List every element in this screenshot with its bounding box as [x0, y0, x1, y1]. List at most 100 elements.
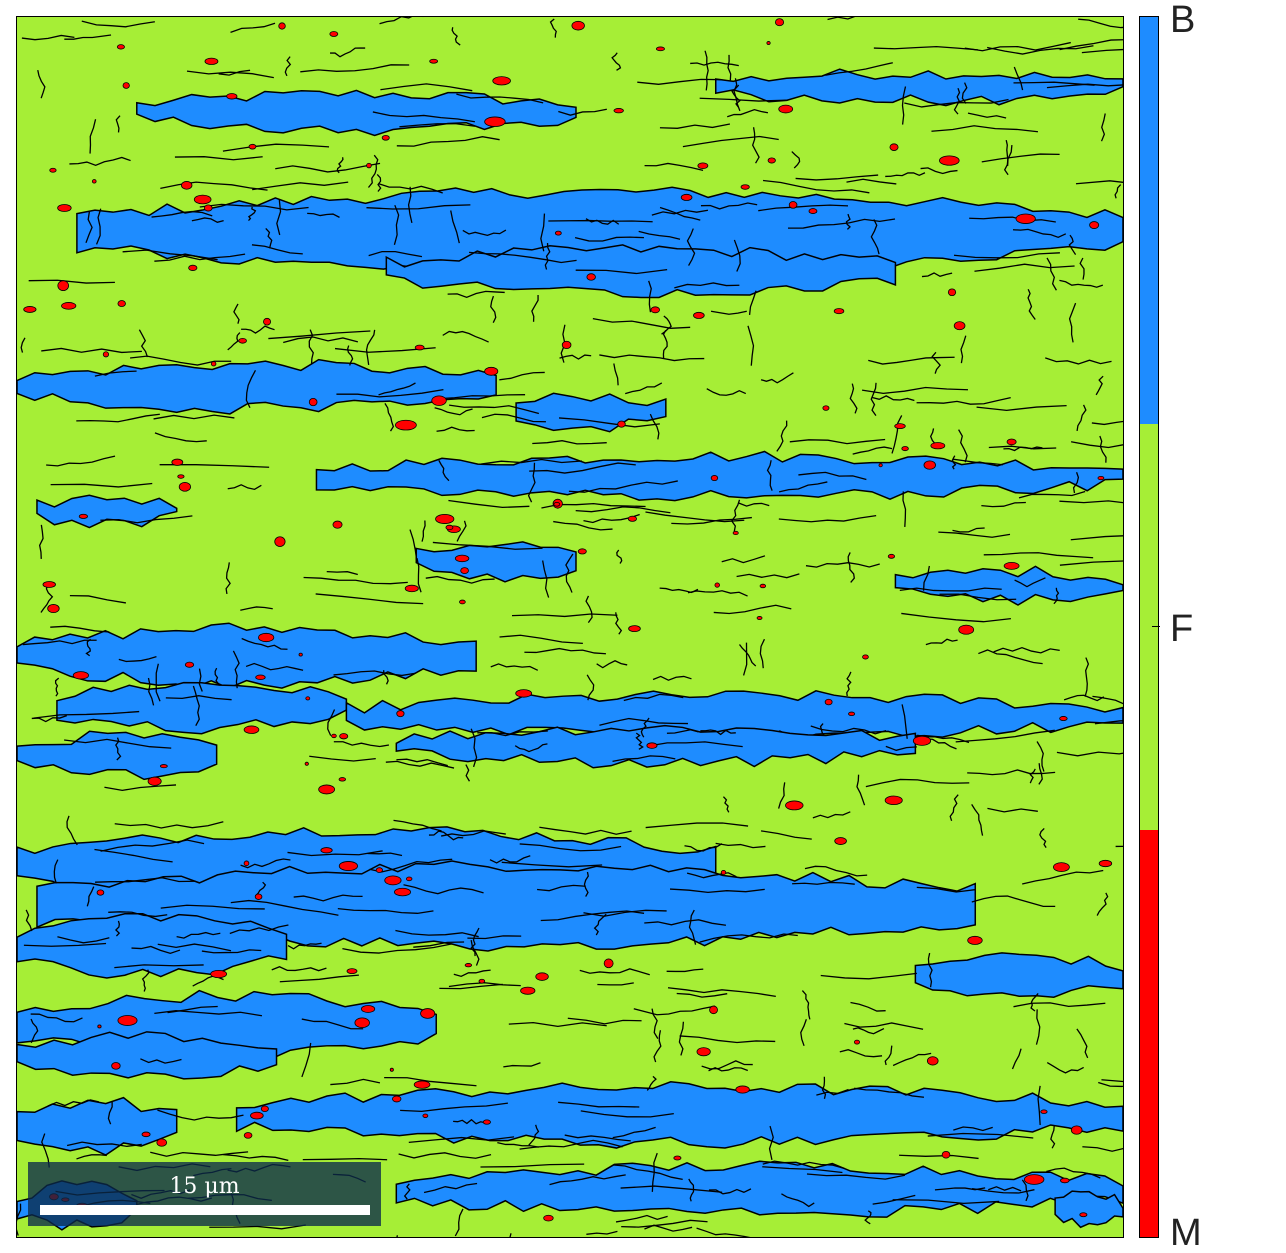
grain-boundary: [753, 127, 759, 163]
martensite-island: [244, 726, 259, 734]
grain-boundary: [625, 383, 662, 394]
grain-boundary: [330, 1079, 380, 1084]
grain-boundary: [532, 441, 606, 444]
grain-boundary: [435, 408, 473, 415]
grain-boundary: [1059, 501, 1123, 504]
martensite-island: [142, 1132, 150, 1137]
grain-boundary: [500, 635, 583, 643]
grain-boundary: [1013, 1003, 1105, 1007]
martensite-island: [544, 1215, 554, 1221]
grain-boundary: [825, 63, 892, 75]
martensite-island: [423, 1114, 428, 1118]
martensite-island: [347, 969, 357, 974]
martensite-island: [98, 1025, 101, 1028]
grain-boundary: [599, 355, 704, 361]
martensite-island: [1060, 1178, 1069, 1183]
grain-boundary: [931, 428, 936, 444]
grain-boundary: [491, 664, 538, 670]
grain-boundary: [228, 485, 262, 489]
grain-boundary: [586, 1231, 617, 1234]
grain-boundary: [70, 596, 126, 603]
grain-boundary: [982, 154, 1060, 162]
martensite-island: [823, 406, 829, 411]
grain-boundary: [739, 644, 755, 666]
martensite-island: [455, 555, 469, 562]
martensite-island: [927, 1057, 938, 1065]
martensite-island: [890, 144, 898, 151]
grain-boundary: [104, 785, 176, 790]
bainite-regions: [17, 69, 1123, 1230]
grain-boundary: [1100, 436, 1106, 463]
grain-boundary: [744, 643, 747, 676]
grain-boundary: [953, 528, 985, 532]
bainite-band: [1055, 1191, 1123, 1227]
bainite-band: [237, 1082, 1123, 1148]
grain-boundary: [116, 116, 120, 133]
martensite-island: [194, 195, 211, 204]
grain-boundary: [840, 1050, 882, 1057]
grain-boundary: [739, 503, 769, 506]
martensite-island: [48, 604, 60, 612]
grain-boundary: [316, 594, 424, 604]
martensite-island: [614, 108, 624, 112]
grain-boundary: [76, 414, 160, 421]
martensite-island: [459, 600, 465, 604]
grain-boundary: [231, 23, 276, 32]
grain-boundary: [653, 676, 691, 680]
grain-boundary: [892, 415, 902, 453]
grain-boundary: [1045, 358, 1111, 364]
martensite-island: [479, 979, 485, 983]
martensite-island: [321, 848, 332, 853]
martensite-island: [339, 778, 346, 782]
martensite-island: [436, 514, 454, 523]
grain-boundary: [327, 572, 358, 575]
martensite-island: [333, 521, 342, 528]
grain-boundary: [154, 415, 235, 419]
bainite-band: [137, 90, 576, 135]
grain-boundary: [621, 1220, 707, 1227]
martensite-island: [1004, 562, 1019, 569]
grain-boundary: [1071, 535, 1123, 540]
grain-boundary: [439, 984, 502, 988]
grain-boundary: [26, 910, 32, 931]
grain-boundary: [660, 124, 730, 128]
martensite-island: [58, 281, 69, 291]
martensite-island: [628, 516, 636, 521]
martensite-island: [521, 987, 535, 994]
martensite-island: [939, 156, 959, 165]
scale-bar-label: 15 μm: [28, 1174, 381, 1200]
grain-boundary: [303, 1159, 387, 1160]
grain-boundary: [512, 614, 617, 616]
grain-boundary: [972, 804, 983, 835]
grain-boundary: [737, 574, 800, 578]
martensite-island: [1098, 476, 1104, 479]
martensite-island: [587, 274, 596, 281]
martensite-island: [629, 626, 641, 632]
martensite-island: [741, 185, 749, 190]
grain-boundary: [981, 503, 1026, 507]
grain-boundary: [779, 782, 785, 808]
martensite-island: [361, 1005, 374, 1012]
martensite-island: [92, 180, 96, 184]
martensite-island: [211, 970, 227, 977]
grain-boundary: [1097, 893, 1107, 916]
martensite-island: [50, 168, 56, 172]
grain-boundary: [790, 440, 885, 444]
martensite-island: [211, 362, 216, 366]
martensite-island: [1080, 1213, 1087, 1217]
grain-boundary: [143, 970, 149, 992]
grain-boundary: [1064, 695, 1104, 700]
grain-boundary: [727, 110, 768, 117]
grain-boundary: [1101, 1079, 1123, 1082]
grain-boundary: [454, 970, 491, 976]
grain-boundary: [448, 501, 529, 508]
martensite-island: [757, 616, 762, 619]
grain-boundary: [1012, 1049, 1021, 1069]
martensite-island: [181, 181, 192, 189]
grain-boundary: [587, 675, 593, 700]
martensite-island: [493, 77, 511, 85]
grain-boundary: [828, 17, 869, 19]
grain-boundary: [380, 84, 472, 91]
martensite-island: [340, 734, 348, 739]
martensite-island: [112, 1062, 121, 1069]
